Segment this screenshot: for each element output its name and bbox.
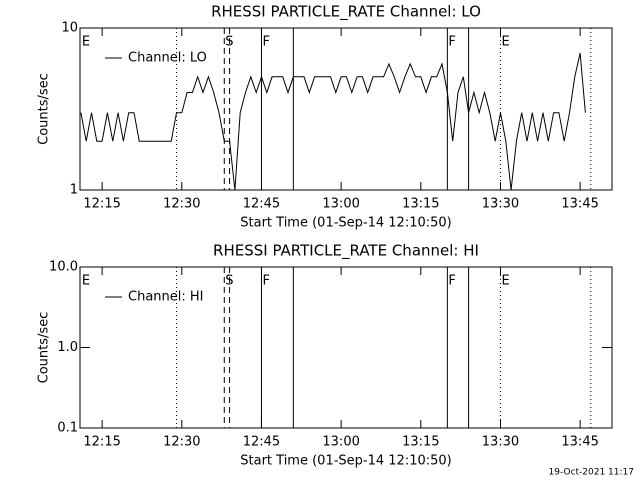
legend-label: Channel: LO: [128, 51, 207, 66]
x-tick-label: 12:45: [243, 197, 280, 212]
y-tick-label: 10.0: [49, 260, 78, 275]
y-axis-label: Counts/sec: [37, 312, 52, 384]
x-tick-label: 13:30: [482, 197, 519, 212]
x-tick-label: 13:00: [322, 435, 359, 450]
x-tick-label: 12:45: [243, 435, 280, 450]
x-tick-label: 13:45: [561, 197, 598, 212]
x-tick-label: 12:15: [83, 197, 120, 212]
plot-frame: [79, 27, 613, 191]
flag-label: S: [225, 35, 233, 50]
x-tick-label: 12:30: [163, 435, 200, 450]
footer: 19-Oct-2021 11:17: [549, 468, 634, 478]
flag-label: F: [448, 35, 455, 50]
flag-label: E: [82, 35, 90, 50]
y-axis-label: Counts/sec: [37, 73, 52, 145]
y-tick-label: 0.1: [57, 421, 78, 436]
x-tick-label: 13:15: [402, 197, 439, 212]
x-tick-label: 13:45: [561, 435, 598, 450]
x-tick-label: 13:15: [402, 435, 439, 450]
x-tick-label: 12:30: [163, 197, 200, 212]
x-axis-label: Start Time (01-Sep-14 12:10:50): [240, 454, 451, 469]
x-tick-label: 12:15: [83, 435, 120, 450]
flag-label: F: [262, 35, 269, 50]
flag-label: E: [501, 35, 509, 50]
flag-label: E: [82, 274, 90, 289]
x-axis-label: Start Time (01-Sep-14 12:10:50): [240, 216, 451, 231]
x-tick-label: 13:30: [482, 435, 519, 450]
flag-label: F: [448, 274, 455, 289]
flag-label: F: [262, 274, 269, 289]
chart-title: RHESSI PARTICLE_RATE Channel: LO: [211, 3, 481, 22]
y-tick-label: 1.0: [57, 340, 78, 355]
legend-label: Channel: HI: [128, 290, 204, 305]
flag-label: S: [225, 274, 233, 289]
chart-title: RHESSI PARTICLE_RATE Channel: HI: [213, 242, 479, 261]
data-line: [80, 52, 586, 191]
y-tick-label: 10: [61, 21, 78, 36]
plot-frame: [79, 266, 613, 429]
y-tick-label: 1: [70, 183, 78, 198]
flag-label: E: [501, 274, 509, 289]
x-tick-label: 13:00: [322, 197, 359, 212]
